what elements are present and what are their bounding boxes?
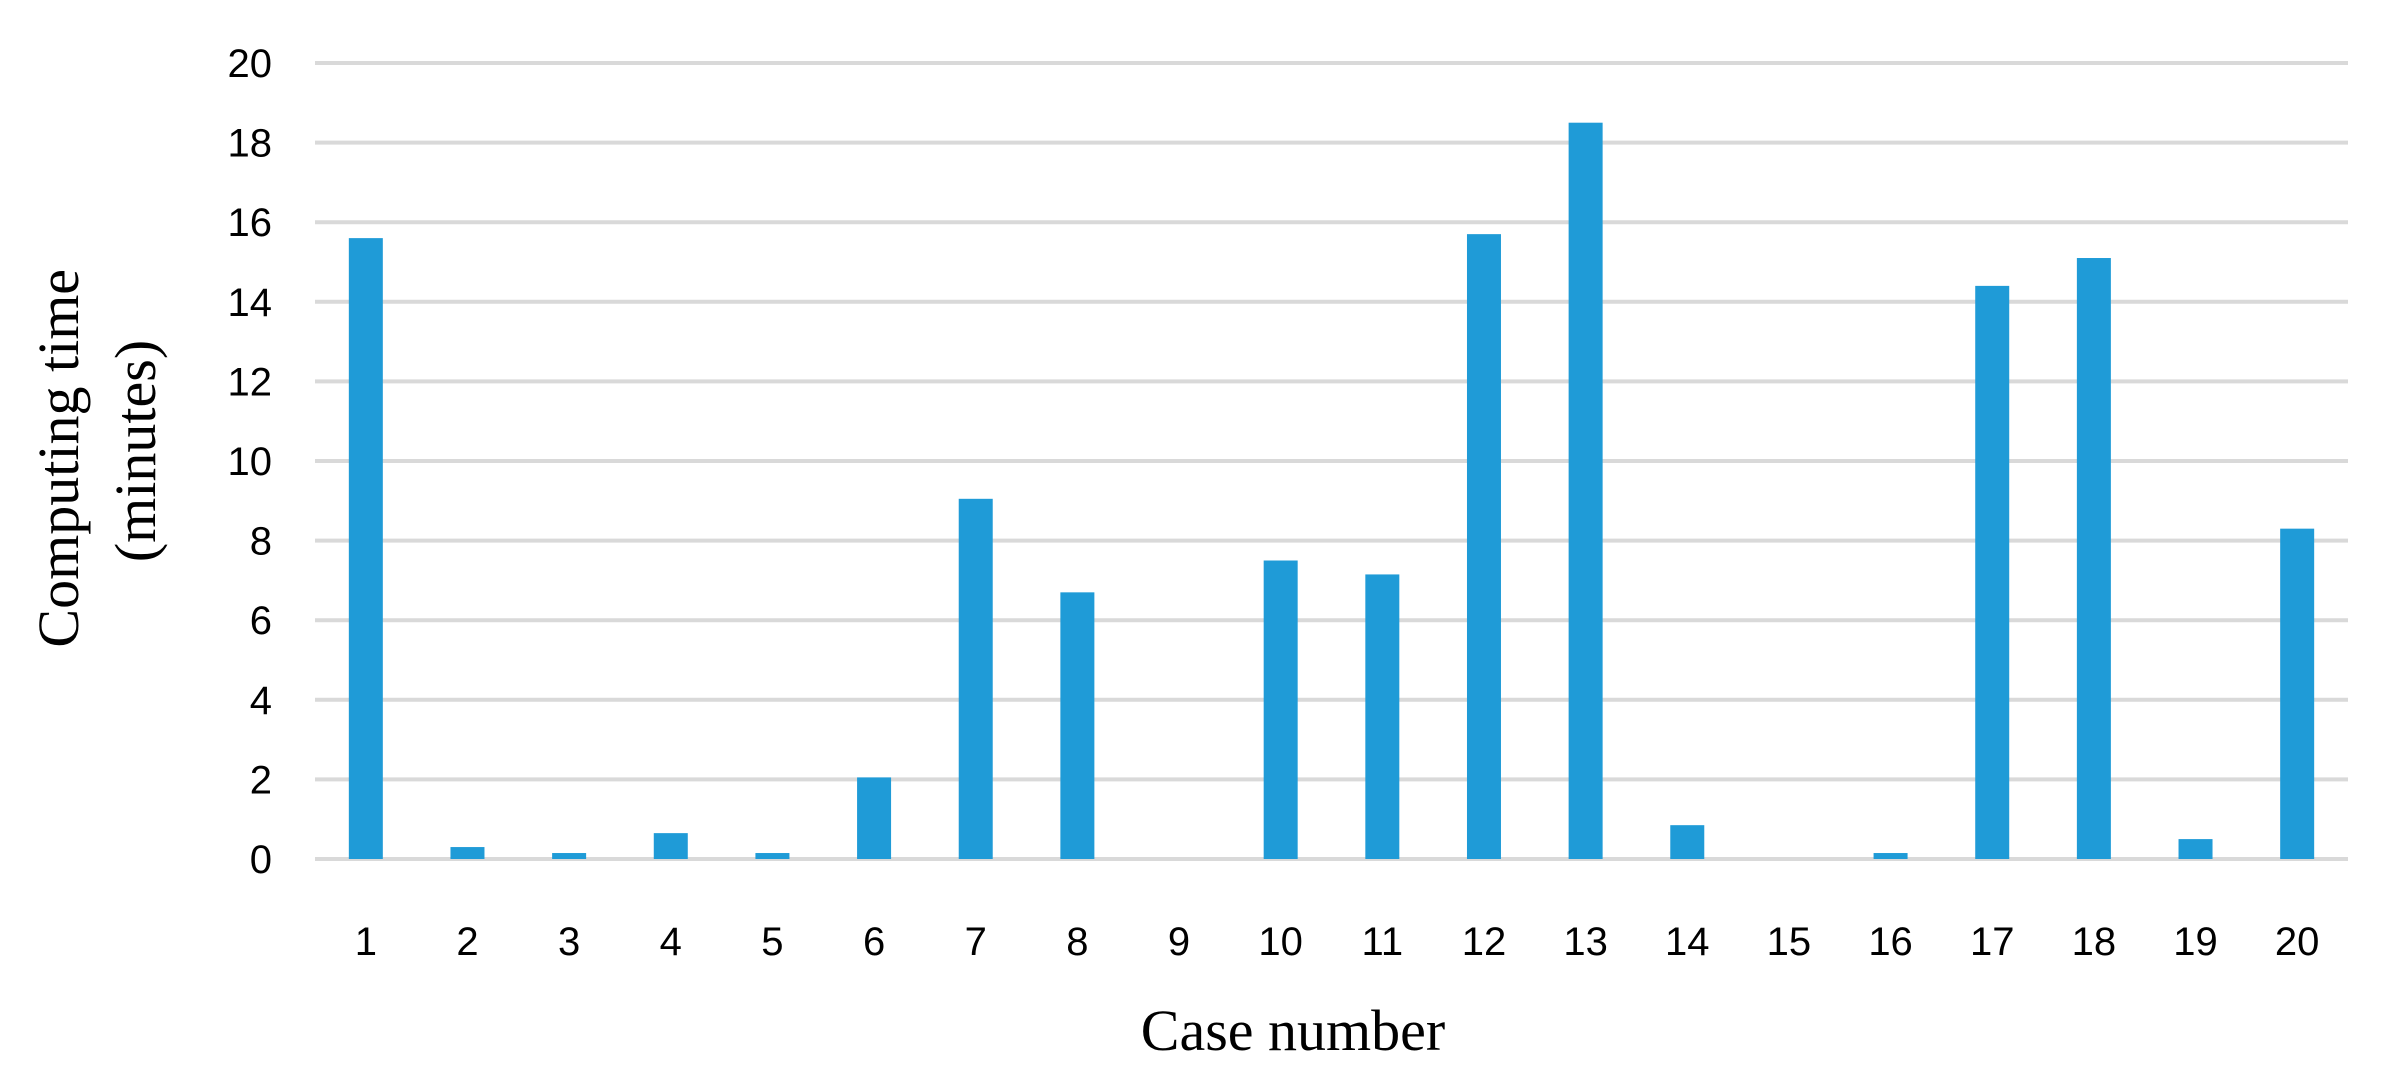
x-tick-label: 6 [863,920,885,964]
bar-case-18 [2076,258,2111,859]
y-tick-label: 20 [228,42,273,86]
x-tick-label: 18 [2072,920,2117,964]
x-tick-label: 3 [558,920,580,964]
y-tick-label: 16 [228,201,273,245]
x-tick-label: 12 [1462,920,1507,964]
bars [348,122,2315,859]
x-tick-label: 19 [2173,920,2218,964]
y-tick-label: 2 [250,758,272,802]
bar-case-3 [552,853,587,859]
bar-case-19 [2178,839,2213,859]
y-tick-label: 12 [228,360,273,404]
x-axis-title: Case number [1141,998,1445,1063]
y-tick-label: 14 [228,281,273,325]
y-tick-labels: 0 2 4 6 8 10 12 14 16 18 20 [228,42,273,882]
bar-case-13 [1568,122,1603,859]
x-tick-label: 16 [1868,920,1913,964]
gridlines [315,61,2348,861]
x-tick-label: 1 [355,920,377,964]
bar-case-14 [1670,825,1705,859]
x-tick-label: 8 [1066,920,1088,964]
bar-case-4 [653,833,688,859]
x-tick-labels: 1 2 3 4 5 6 7 8 9 10 11 12 13 14 15 16 17 18 19 20 [355,920,2320,964]
bar-case-5 [755,853,790,859]
y-tick-label: 8 [250,520,272,564]
y-axis-title: Computing time (minutes) [26,254,168,647]
x-tick-label: 4 [660,920,682,964]
bar-case-1 [348,238,383,859]
x-tick-label: 5 [761,920,783,964]
bar-case-2 [450,847,485,859]
bar-case-6 [857,777,892,859]
y-axis-title-line-2: (minutes) [103,340,168,562]
bar-case-16 [1873,853,1908,859]
x-tick-label: 7 [965,920,987,964]
x-tick-label: 9 [1168,920,1190,964]
y-axis-title-line-1: Computing time [26,269,91,648]
bar-case-20 [2280,528,2315,859]
x-tick-label: 13 [1563,920,1608,964]
bar-case-10 [1263,560,1298,859]
y-tick-label: 4 [250,679,272,723]
y-tick-label: 0 [250,838,272,882]
y-tick-label: 10 [228,440,273,484]
x-tick-label: 2 [456,920,478,964]
x-tick-label: 17 [1970,920,2015,964]
bar-case-17 [1975,285,2010,859]
bar-case-8 [1060,592,1095,859]
x-tick-label: 10 [1258,920,1303,964]
bar-case-11 [1365,574,1400,859]
x-tick-label: 14 [1665,920,1710,964]
bar-case-7 [958,498,993,859]
x-tick-label: 11 [1362,920,1404,964]
y-tick-label: 6 [250,599,272,643]
x-tick-label: 15 [1767,920,1812,964]
x-tick-label: 20 [2275,920,2320,964]
y-tick-label: 18 [228,122,273,166]
bar-case-12 [1466,234,1501,859]
